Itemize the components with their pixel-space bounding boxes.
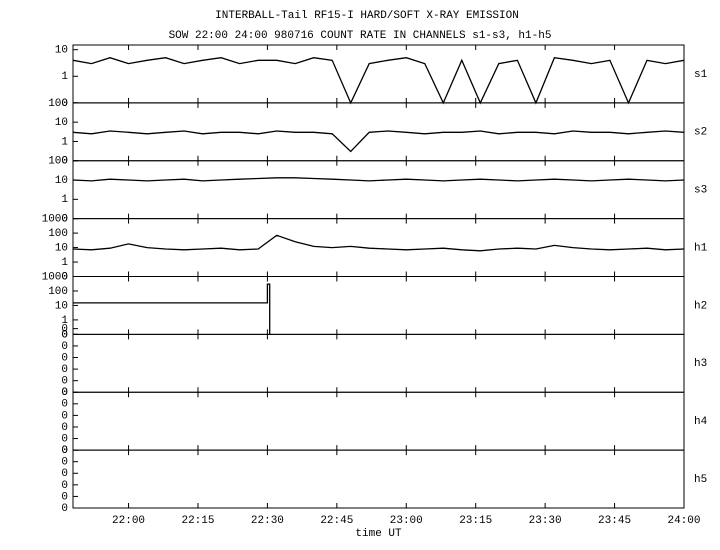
panel-label: s3 [694,185,707,197]
trace [73,283,271,335]
x-tick-label: 23:45 [598,515,631,527]
panel-label: h2 [694,300,707,312]
panel-frame [72,449,685,509]
trace [72,130,685,153]
x-tick-label: 22:45 [320,515,353,527]
y-tick-label: 1 [61,257,68,269]
x-tick-label: 22:15 [181,515,214,527]
trace [72,234,685,252]
y-tick-label: 10 [55,175,68,187]
y-tick-label: 0 [61,457,68,469]
y-tick-label: 1000 [42,271,68,283]
y-tick-label: 10 [55,242,68,254]
x-tick-label: 23:00 [390,515,423,527]
x-tick-label: 24:00 [667,515,700,527]
panel-frame [72,44,685,104]
y-tick-label: 1000 [42,214,68,226]
chart-subtitle: SOW 22:00 24:00 980716 COUNT RATE IN CHA… [169,30,552,42]
x-tick-label: 23:15 [459,515,492,527]
y-tick-label: 0 [61,98,68,110]
y-tick-label: 0 [61,324,68,336]
panel-label: s1 [694,69,708,81]
y-tick-label: 1 [61,71,68,83]
y-tick-label: 0 [61,341,68,353]
trace [72,56,685,105]
y-tick-label: 0 [61,329,68,341]
panel-label: h3 [694,358,707,370]
y-tick-label: 10 [55,45,68,57]
panel-label: h4 [694,416,708,428]
panel-label: h1 [694,242,708,254]
y-tick-label: 0 [61,445,68,457]
y-tick-label: 1 [61,315,68,327]
chart-title: INTERBALL-Tail RF15-I HARD/SOFT X-RAY EM… [215,10,519,22]
y-tick-label: 1 [61,136,68,148]
trace [72,177,685,182]
y-tick-label: 0 [61,445,68,457]
x-tick-label: 23:30 [529,515,562,527]
y-tick-label: 0 [61,433,68,445]
y-tick-label: 0 [61,271,68,283]
y-tick-label: 0 [61,329,68,341]
y-tick-label: 0 [61,480,68,492]
y-tick-label: 0 [61,214,68,226]
y-tick-label: 1 [61,194,68,206]
x-tick-label: 22:00 [112,515,145,527]
panel-label: h5 [694,474,707,486]
panel-frame [72,391,685,451]
y-tick-label: 0 [61,387,68,399]
y-tick-label: 0 [61,376,68,388]
y-tick-label: 0 [61,364,68,376]
y-tick-label: 0 [61,387,68,399]
x-axis-label: time UT [355,528,402,540]
y-tick-label: 0 [61,156,68,168]
y-tick-label: 0 [61,468,68,480]
y-tick-label: 10 [55,117,68,129]
panel-frame [72,276,685,335]
y-tick-label: 10 [55,300,68,312]
panel-label: s2 [694,127,707,139]
y-tick-label: 0 [61,422,68,434]
y-tick-label: 100 [48,98,68,110]
y-tick-label: 0 [61,503,68,515]
panel-frame [72,218,685,277]
panel-frame [72,333,685,393]
y-tick-label: 100 [48,228,68,240]
panel-frame [72,160,685,220]
x-tick-label: 22:30 [251,515,284,527]
y-tick-label: 0 [61,410,68,422]
y-tick-label: 0 [61,352,68,364]
y-tick-label: 0 [61,491,68,503]
y-tick-label: 100 [48,156,68,168]
y-tick-label: 0 [61,399,68,411]
y-tick-label: 100 [48,286,68,298]
